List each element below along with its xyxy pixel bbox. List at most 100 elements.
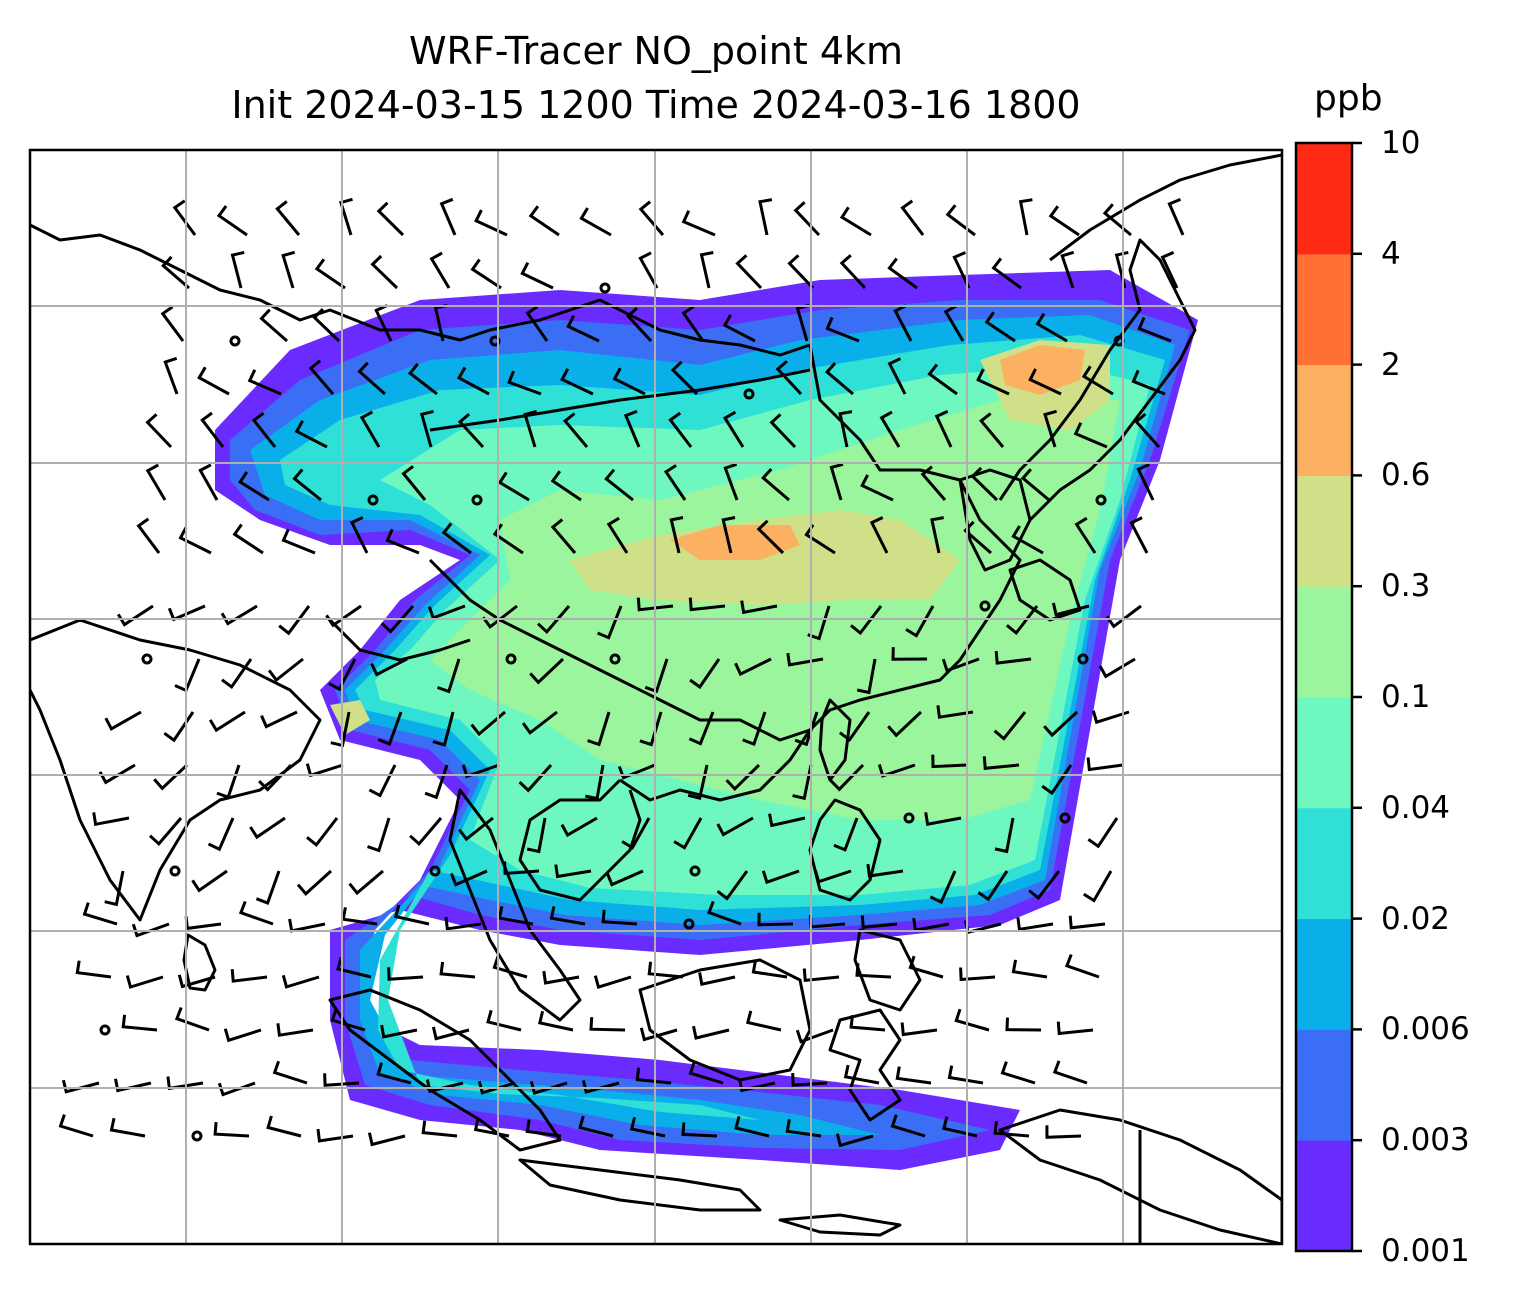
wind-barb	[612, 367, 646, 396]
wind-barb	[833, 817, 859, 852]
wind-barb	[891, 647, 928, 661]
wind-barb	[385, 528, 420, 555]
wind-barb	[687, 764, 709, 801]
colorbar-segment	[1296, 475, 1352, 587]
wind-barb	[441, 522, 472, 555]
coast-sumatra	[328, 988, 562, 1152]
wind-barb	[1005, 1017, 1042, 1032]
colorbar-tick-label: 0.04	[1381, 789, 1451, 826]
wind-barb	[850, 605, 883, 636]
colorbar-segment	[1296, 918, 1352, 1030]
wind-barb	[167, 604, 206, 622]
wind-barb	[802, 968, 840, 983]
wind-barb	[787, 254, 815, 290]
wind-barb	[528, 205, 560, 237]
border-china	[428, 558, 811, 742]
wind-barb	[238, 900, 274, 926]
wind-barb	[370, 254, 399, 290]
wind-barb	[260, 710, 298, 729]
coast-iran	[30, 223, 811, 357]
border-mongolia	[429, 368, 811, 432]
calm-wind-marker	[141, 653, 153, 665]
wind-barb	[740, 600, 778, 615]
wind-barb	[276, 1023, 314, 1037]
wind-barb	[161, 255, 190, 290]
colorbar-segment	[1296, 807, 1352, 920]
wind-barb	[1098, 657, 1136, 679]
wind-barb	[869, 516, 889, 554]
wind-barb	[1091, 710, 1130, 725]
wind-barb	[550, 470, 582, 502]
wind-barb	[374, 304, 393, 342]
wind-barb	[456, 366, 490, 396]
wind-barb	[238, 471, 270, 502]
wind-barb	[723, 462, 739, 501]
colorbar-segment	[1296, 143, 1352, 255]
wind-barb	[1083, 870, 1113, 903]
wind-barb	[769, 413, 797, 449]
wind-barb	[526, 817, 547, 854]
wind-barb	[281, 974, 320, 989]
wind-barbs	[58, 197, 1185, 1148]
wind-barb	[761, 869, 800, 885]
wind-barb	[208, 710, 246, 733]
wind-barb	[716, 870, 749, 901]
wind-barb	[207, 817, 235, 852]
wind-barb	[523, 409, 538, 448]
wind-barb	[579, 207, 612, 237]
wind-barb	[497, 471, 530, 502]
wind-barb	[316, 1128, 354, 1143]
wind-barb	[1134, 412, 1161, 449]
wind-barb	[681, 305, 705, 342]
wind-barb	[668, 411, 693, 448]
wind-barb	[688, 597, 726, 612]
wind-barb	[963, 520, 992, 555]
wind-barb	[305, 763, 344, 778]
calm-wind-marker	[1059, 812, 1071, 824]
wind-barb	[306, 817, 339, 848]
wind-barb	[470, 710, 506, 737]
wind-barb	[336, 957, 372, 979]
wind-barb	[197, 366, 230, 396]
wind-barb	[432, 711, 455, 747]
wind-barb	[813, 869, 852, 884]
calm-wind-marker	[689, 865, 701, 877]
wind-barb	[839, 254, 867, 290]
wind-barb	[439, 197, 457, 236]
wind-barb	[795, 1028, 834, 1044]
wind-barb	[275, 200, 301, 236]
wind-barb	[230, 250, 245, 289]
wind-barb	[174, 1006, 210, 1032]
wind-barb	[734, 657, 772, 677]
wind-barb	[1081, 365, 1114, 396]
wind-barb	[393, 904, 430, 926]
wind-barb	[450, 869, 488, 887]
wind-barb	[98, 763, 136, 785]
wind-barb	[1043, 710, 1079, 738]
wind-barb	[670, 360, 699, 396]
colorbar-tick-label: 0.6	[1381, 457, 1431, 494]
wind-barb	[521, 710, 558, 735]
wind-barb	[357, 361, 386, 396]
wind-barb	[681, 1122, 718, 1138]
wind-barb	[934, 410, 953, 448]
wind-barb	[1074, 516, 1097, 554]
wind-barb	[756, 519, 785, 555]
wind-barb	[258, 763, 293, 792]
chart-title-line2: Init 2024-03-15 1200 Time 2024-03-16 180…	[231, 83, 1081, 127]
wind-barb	[930, 516, 944, 554]
wind-barb	[1160, 251, 1179, 289]
wind-barb	[920, 465, 947, 501]
wind-barb	[994, 817, 1015, 854]
wind-barb	[1068, 915, 1106, 930]
wind-barb	[376, 1062, 412, 1085]
colorbar-tick-label: 0.001	[1381, 1233, 1470, 1269]
wind-barb	[1020, 468, 1050, 502]
wind-barb	[348, 869, 384, 896]
wind-barb	[689, 658, 721, 690]
wind-barb	[529, 1081, 568, 1095]
wind-barb	[1056, 1021, 1094, 1036]
wind-barb	[401, 465, 427, 501]
wind-barb	[979, 412, 1005, 448]
wind-barb	[1045, 1125, 1082, 1139]
